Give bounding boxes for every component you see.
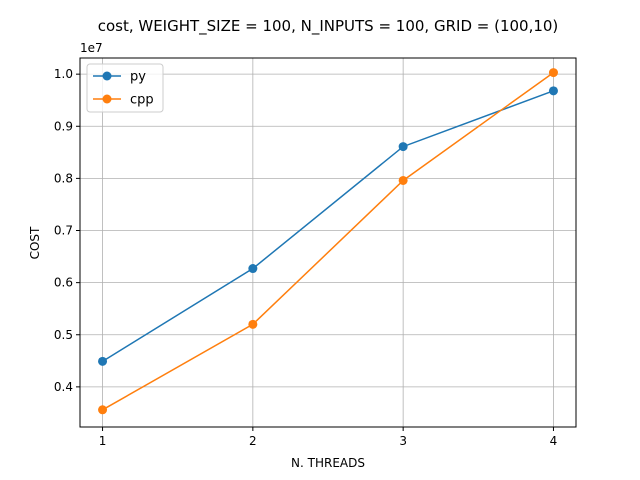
chart-title: cost, WEIGHT_SIZE = 100, N_INPUTS = 100,… — [98, 17, 559, 36]
data-point-py — [548, 86, 558, 96]
legend-marker-py — [102, 71, 112, 81]
y-axis-label: COST — [28, 226, 42, 259]
data-point-py — [98, 356, 108, 366]
legend: py cpp — [86, 63, 164, 113]
data-point-cpp — [98, 405, 108, 415]
series-line-cpp — [102, 71, 554, 411]
y-offset-label: 1e7 — [80, 41, 103, 55]
y-tick-label: 0.4 — [54, 380, 73, 394]
y-tick-label: 1.0 — [54, 67, 73, 81]
data-point-cpp — [548, 68, 558, 78]
legend-label-cpp: cpp — [130, 93, 154, 108]
y-tick-label: 0.9 — [54, 119, 73, 133]
y-tick-label: 0.5 — [54, 328, 73, 342]
y-tick-label: 0.8 — [54, 171, 73, 185]
series — [98, 68, 558, 415]
data-point-py — [248, 264, 258, 274]
legend-label-py: py — [130, 70, 146, 85]
series-line-py — [102, 90, 554, 362]
ticks: 1 2 3 4 0.4 0.5 0.6 0.7 0.8 0.9 1.0 — [54, 67, 557, 448]
data-point-py — [398, 142, 408, 152]
data-point-cpp — [398, 175, 408, 185]
grid — [80, 58, 576, 427]
y-tick-label: 0.6 — [54, 276, 73, 290]
legend-marker-cpp — [102, 94, 112, 104]
y-tick-label: 0.7 — [54, 224, 73, 238]
x-axis-label: N. THREADS — [291, 456, 365, 470]
x-tick-label: 2 — [249, 434, 257, 448]
plot-frame — [79, 57, 577, 428]
x-tick-label: 1 — [99, 434, 107, 448]
data-point-cpp — [248, 319, 258, 329]
x-tick-label: 3 — [399, 434, 407, 448]
x-tick-label: 4 — [550, 434, 558, 448]
